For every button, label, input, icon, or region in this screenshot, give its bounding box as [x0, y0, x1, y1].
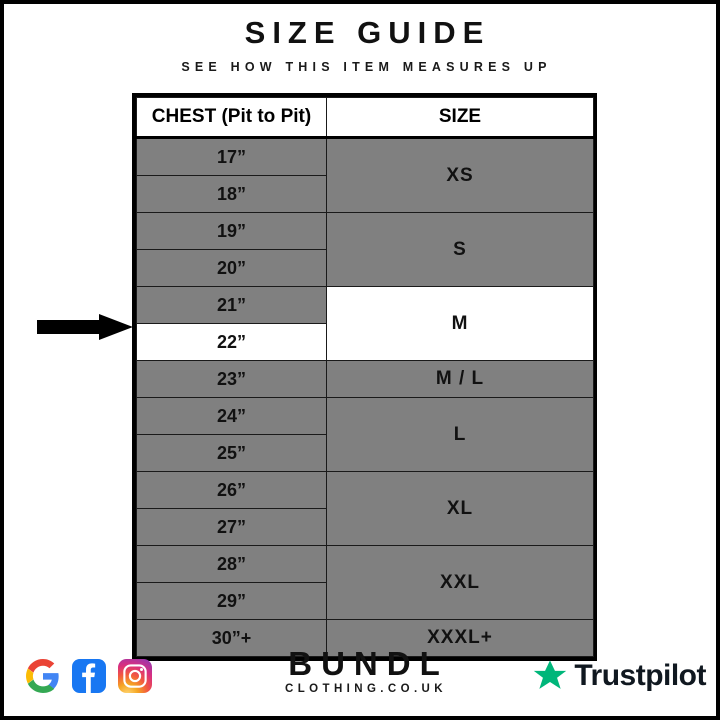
chest-cell[interactable]: 23”	[136, 360, 327, 398]
chest-cell[interactable]: 25”	[136, 434, 327, 472]
chest-cell-selected[interactable]: 22”	[136, 323, 327, 361]
page-title: SIZE GUIDE	[244, 15, 491, 50]
size-cell[interactable]: XXL	[326, 545, 594, 620]
size-cell[interactable]: XS	[326, 137, 594, 213]
chest-cell[interactable]: 21”	[136, 286, 327, 324]
table-header-row: CHEST (Pit to Pit) SIZE	[136, 97, 594, 139]
table-row[interactable]: 18”	[136, 175, 594, 213]
size-cell[interactable]: L	[326, 397, 594, 472]
size-cell[interactable]: S	[326, 212, 594, 287]
table-row[interactable]: 20”	[136, 249, 594, 287]
footer: BUNDL CLOTHING.CO.UK Trustpilot	[4, 640, 716, 716]
header: SIZE GUIDE SEE HOW THIS ITEM MEASURES UP	[4, 14, 716, 74]
chest-cell[interactable]: 24”	[136, 397, 327, 435]
brand-logo: BUNDL CLOTHING.CO.UK	[4, 645, 716, 696]
table-row[interactable]: 27”	[136, 508, 594, 546]
page-subtitle: SEE HOW THIS ITEM MEASURES UP	[181, 60, 552, 74]
column-header-chest: CHEST (Pit to Pit)	[136, 97, 327, 139]
table-row[interactable]: 21” M	[136, 286, 594, 361]
chest-cell[interactable]: 29”	[136, 582, 327, 620]
social-links	[26, 659, 152, 693]
chest-cell[interactable]: 27”	[136, 508, 327, 546]
brand-name: BUNDL	[288, 645, 449, 682]
instagram-icon[interactable]	[118, 659, 152, 693]
chest-cell[interactable]: 19”	[136, 212, 327, 250]
chest-cell[interactable]: 20”	[136, 249, 327, 287]
table-row[interactable]: 24” L	[136, 397, 594, 472]
table-row[interactable]: 26” XL	[136, 471, 594, 546]
google-icon[interactable]	[26, 659, 60, 693]
size-cell[interactable]: XL	[326, 471, 594, 546]
table-row[interactable]: 28” XXL	[136, 545, 594, 620]
chest-cell[interactable]: 28”	[136, 545, 327, 583]
size-cell-selected[interactable]: M	[326, 286, 594, 361]
facebook-icon[interactable]	[72, 659, 106, 693]
trustpilot-label: Trustpilot	[574, 659, 706, 692]
chest-cell[interactable]: 18”	[136, 175, 327, 213]
table-row[interactable]: 17” XS	[136, 137, 594, 213]
chest-cell[interactable]: 26”	[136, 471, 327, 509]
size-cell[interactable]: XXXL+	[326, 619, 594, 657]
size-table: CHEST (Pit to Pit) SIZE 17” XS 18” 19” S	[136, 97, 594, 657]
chest-cell[interactable]: 30”+	[136, 619, 327, 657]
size-cell[interactable]: M / L	[326, 360, 594, 398]
table-row[interactable]: 25”	[136, 434, 594, 472]
brand-domain: CLOTHING.CO.UK	[285, 683, 447, 695]
table-row[interactable]: 23” M / L	[136, 360, 594, 398]
chest-cell[interactable]: 17”	[136, 137, 327, 176]
table-row[interactable]: 29”	[136, 582, 594, 620]
table-row[interactable]: 30”+ XXXL+	[136, 619, 594, 657]
trustpilot-logo[interactable]: Trustpilot	[532, 658, 706, 694]
table-row[interactable]: 19” S	[136, 212, 594, 287]
size-table-container: CHEST (Pit to Pit) SIZE 17” XS 18” 19” S	[132, 93, 597, 661]
selection-arrow-icon	[37, 314, 133, 340]
column-header-size: SIZE	[326, 97, 594, 139]
star-icon	[532, 658, 568, 694]
